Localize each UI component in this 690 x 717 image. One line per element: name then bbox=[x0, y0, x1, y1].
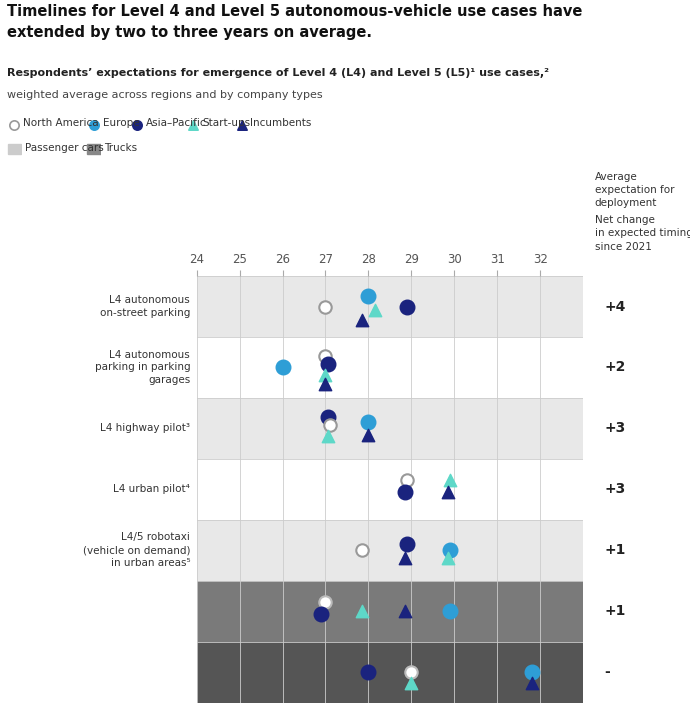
FancyBboxPatch shape bbox=[197, 398, 583, 459]
Point bbox=[363, 667, 374, 678]
Text: weighted average across regions and by company types: weighted average across regions and by c… bbox=[7, 90, 322, 100]
Point bbox=[324, 419, 335, 431]
Text: extended by two to three years on average.: extended by two to three years on averag… bbox=[7, 25, 372, 40]
Text: L4/5 robotaxi
(vehicle on demand)
in urban areas⁵: L4/5 robotaxi (vehicle on demand) in urb… bbox=[83, 533, 190, 568]
Point bbox=[357, 605, 368, 617]
Text: Respondents’ expectations for emergence of Level 4 (L4) and Level 5 (L5)¹ use ca: Respondents’ expectations for emergence … bbox=[7, 68, 549, 78]
Point bbox=[444, 605, 455, 617]
Text: Average
expectation for
deployment: Average expectation for deployment bbox=[595, 172, 674, 209]
Point bbox=[406, 678, 417, 689]
FancyBboxPatch shape bbox=[197, 642, 583, 703]
Point bbox=[88, 119, 99, 130]
Point bbox=[402, 538, 413, 550]
Point bbox=[406, 667, 417, 678]
Point bbox=[526, 678, 537, 689]
Text: L4 urban pilot⁴: L4 urban pilot⁴ bbox=[113, 485, 190, 494]
Point bbox=[315, 609, 326, 620]
Point bbox=[402, 475, 413, 486]
Point bbox=[363, 429, 374, 440]
Point bbox=[357, 545, 368, 556]
Text: Driverless on full
journey, on highway,
and to final destination
outside of high: Driverless on full journey, on highway, … bbox=[68, 648, 190, 696]
Text: Net change
in expected timing
since 2021: Net change in expected timing since 2021 bbox=[595, 215, 690, 252]
Point bbox=[320, 369, 331, 381]
Point bbox=[322, 430, 333, 442]
Point bbox=[444, 475, 455, 486]
Text: North America: North America bbox=[23, 118, 99, 128]
Point bbox=[363, 290, 374, 301]
Text: Asia–Pacific: Asia–Pacific bbox=[146, 118, 206, 128]
Text: +4: +4 bbox=[604, 300, 626, 313]
Point bbox=[277, 361, 288, 373]
Text: Passenger cars: Passenger cars bbox=[25, 143, 104, 153]
Point bbox=[320, 351, 331, 362]
Point bbox=[322, 412, 333, 423]
Point bbox=[400, 605, 411, 617]
Point bbox=[131, 119, 142, 130]
Text: Europe: Europe bbox=[103, 118, 139, 128]
FancyBboxPatch shape bbox=[197, 520, 583, 581]
Point bbox=[526, 667, 537, 678]
Point bbox=[188, 119, 199, 130]
Point bbox=[357, 314, 368, 326]
Text: +1: +1 bbox=[604, 543, 626, 557]
Text: Timelines for Level 4 and Level 5 autonomous-vehicle use cases have: Timelines for Level 4 and Level 5 autono… bbox=[7, 4, 582, 19]
FancyBboxPatch shape bbox=[197, 459, 583, 520]
Point bbox=[320, 378, 331, 389]
Point bbox=[320, 301, 331, 313]
Text: -: - bbox=[604, 665, 610, 679]
Point bbox=[322, 358, 333, 370]
Text: Incumbents: Incumbents bbox=[250, 118, 312, 128]
Point bbox=[444, 545, 455, 556]
Text: Start-ups: Start-ups bbox=[202, 118, 250, 128]
Point bbox=[400, 487, 411, 498]
Text: Driverless on
highway, hub to
hub (L4): Driverless on highway, hub to hub (L4) bbox=[106, 594, 190, 629]
Point bbox=[402, 301, 413, 313]
Point bbox=[320, 597, 331, 608]
Point bbox=[442, 552, 453, 564]
Point bbox=[9, 119, 20, 130]
Text: +3: +3 bbox=[604, 483, 626, 496]
Text: Trucks: Trucks bbox=[104, 143, 137, 153]
Point bbox=[400, 552, 411, 564]
Bar bbox=[8, 144, 21, 154]
Point bbox=[363, 417, 374, 428]
Text: L4 highway pilot³: L4 highway pilot³ bbox=[100, 424, 190, 433]
Point bbox=[236, 119, 247, 130]
Point bbox=[369, 304, 380, 315]
Text: +1: +1 bbox=[604, 604, 626, 618]
Point bbox=[442, 487, 453, 498]
Text: L4 autonomous
on-street parking: L4 autonomous on-street parking bbox=[100, 295, 190, 318]
FancyBboxPatch shape bbox=[197, 337, 583, 398]
FancyBboxPatch shape bbox=[197, 581, 583, 642]
FancyBboxPatch shape bbox=[197, 276, 583, 337]
Bar bbox=[87, 144, 101, 154]
Text: +3: +3 bbox=[604, 422, 626, 435]
Text: +2: +2 bbox=[604, 361, 626, 374]
Text: L4 autonomous
parking in parking
garages: L4 autonomous parking in parking garages bbox=[95, 350, 190, 385]
